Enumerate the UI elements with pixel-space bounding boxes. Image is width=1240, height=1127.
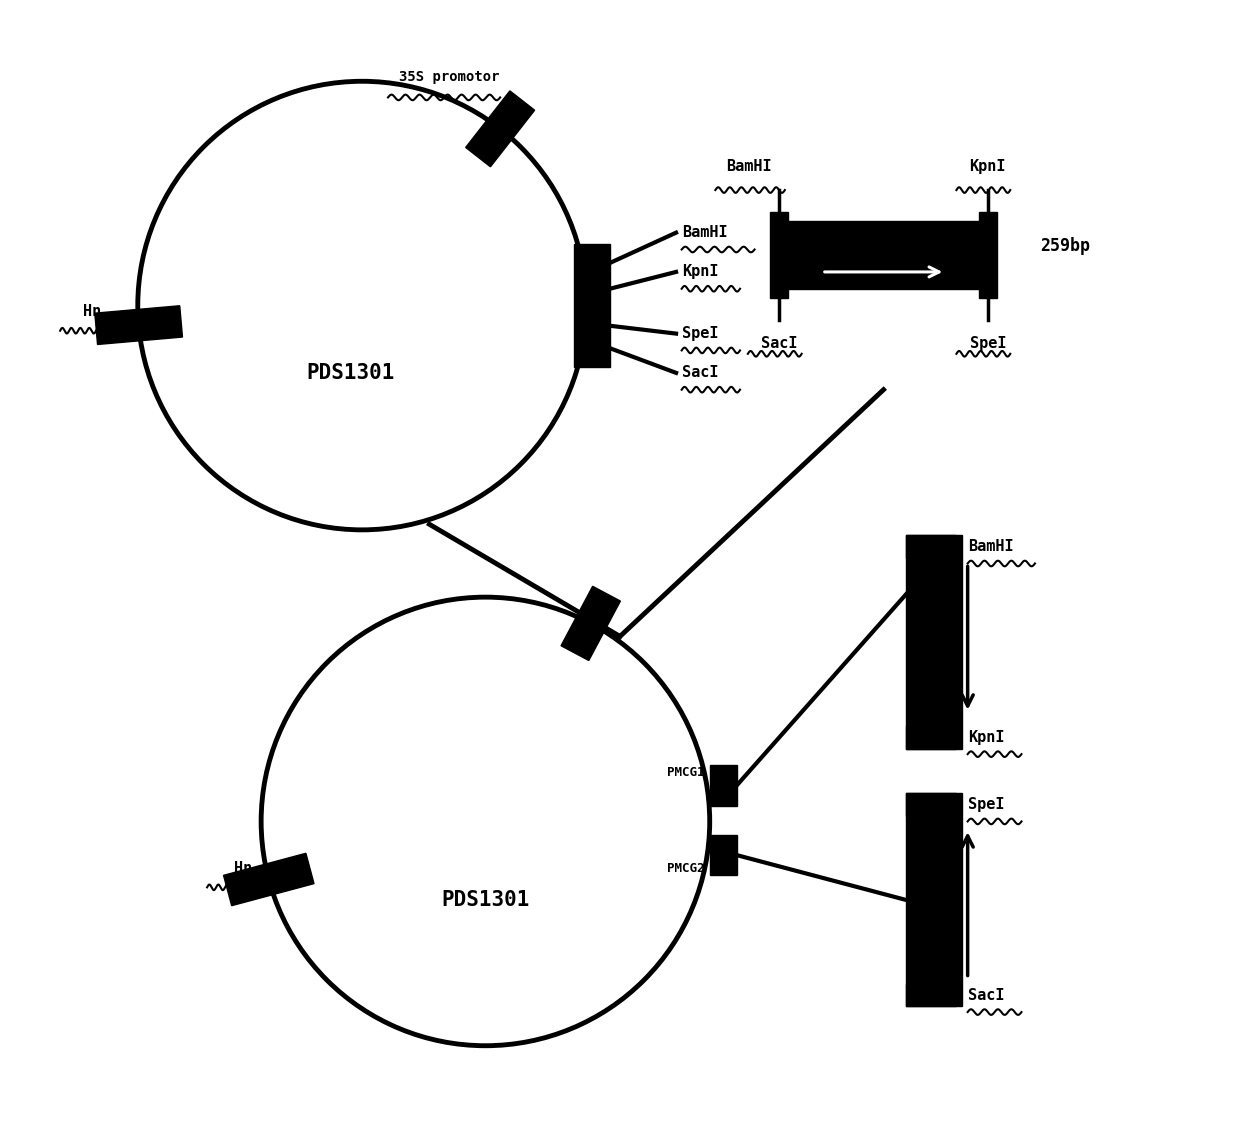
Text: KpnI: KpnI [970, 159, 1006, 175]
Polygon shape [574, 243, 610, 367]
Polygon shape [906, 793, 956, 816]
Text: SpeI: SpeI [682, 326, 718, 341]
Polygon shape [906, 984, 956, 1006]
Polygon shape [789, 222, 978, 289]
Text: PDS1301: PDS1301 [441, 890, 529, 909]
Text: SacI: SacI [967, 987, 1004, 1003]
Text: 259bp: 259bp [1040, 237, 1090, 255]
Text: PDS1301: PDS1301 [306, 363, 396, 383]
Polygon shape [770, 213, 789, 298]
Polygon shape [94, 305, 182, 345]
Text: BamHI: BamHI [682, 225, 728, 240]
Text: KpnI: KpnI [682, 265, 718, 279]
Text: SpeI: SpeI [967, 797, 1004, 813]
Text: Hn: Hn [233, 861, 252, 876]
Text: BamHI: BamHI [967, 539, 1013, 554]
Text: SacI: SacI [761, 336, 797, 350]
Polygon shape [709, 835, 737, 876]
Text: Hn: Hn [83, 304, 100, 319]
Polygon shape [223, 853, 314, 906]
Polygon shape [709, 765, 737, 806]
Text: SacI: SacI [682, 365, 718, 380]
Text: PMCG2: PMCG2 [667, 862, 704, 875]
Text: PMCG1: PMCG1 [667, 765, 704, 779]
Text: 35S promotor: 35S promotor [399, 70, 500, 85]
Polygon shape [560, 586, 620, 660]
Polygon shape [906, 535, 962, 748]
Polygon shape [466, 91, 534, 167]
Polygon shape [906, 535, 956, 558]
Text: BamHI: BamHI [727, 159, 771, 175]
Polygon shape [906, 726, 956, 748]
Text: KpnI: KpnI [967, 730, 1004, 745]
Text: SpeI: SpeI [970, 336, 1006, 350]
Polygon shape [978, 213, 997, 298]
Polygon shape [906, 793, 962, 1006]
